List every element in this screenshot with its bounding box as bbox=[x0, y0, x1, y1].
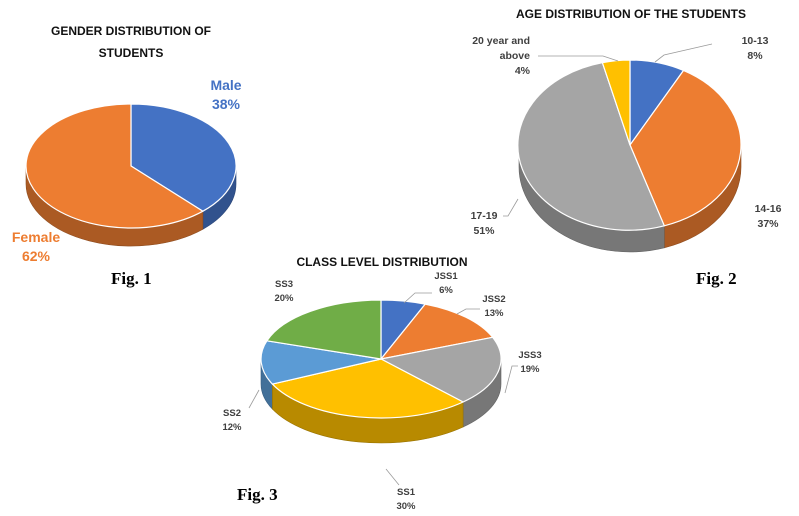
data-label-ss1: SS1 30% bbox=[396, 487, 416, 512]
leader-line-jss3 bbox=[504, 365, 518, 394]
chart-title-line: STUDENTS bbox=[99, 46, 164, 60]
leader-line-17-19 bbox=[503, 198, 519, 217]
fig-3-caption: Fig. 3 bbox=[237, 485, 278, 504]
data-label-jss2: JSS2 13% bbox=[482, 294, 505, 319]
data-label-male: Male 38% bbox=[210, 77, 241, 112]
pie-slice-jss2 bbox=[380, 303, 494, 360]
data-label-ss3: SS3 20% bbox=[274, 279, 294, 304]
data-label-ss2: SS2 12% bbox=[222, 408, 242, 433]
data-label-17-19: 17-19 51% bbox=[471, 210, 498, 237]
leader-line-ss2 bbox=[248, 389, 260, 409]
pie-slice-female bbox=[25, 103, 204, 229]
fig-2-caption: Fig. 2 bbox=[696, 269, 737, 288]
data-label-jss1: JSS1 6% bbox=[434, 271, 458, 296]
age-pie-chart: AGE DISTRIBUTION OF THE STUDENTS 10-13 8% 1… bbox=[471, 7, 782, 253]
pie-slice-ss3 bbox=[266, 299, 382, 360]
data-label-14-16: 14-16 37% bbox=[755, 203, 782, 230]
pie-slice-17-19 bbox=[517, 62, 665, 231]
data-label-20-year-and-above: 20 year and above 4% bbox=[472, 35, 530, 77]
pie-slice-14-16 bbox=[629, 69, 742, 227]
leader-line-ss1 bbox=[385, 468, 400, 486]
data-label-jss3: JSS3 19% bbox=[518, 350, 541, 375]
pie-slice-ss1 bbox=[271, 358, 464, 419]
leader-line-20-year-and-above bbox=[538, 55, 619, 62]
fig-1-caption: Fig. 1 bbox=[111, 269, 152, 288]
chart-title-line: CLASS LEVEL DISTRIBUTION bbox=[296, 255, 467, 269]
data-label-female: Female 62% bbox=[12, 229, 60, 264]
class-level-pie-chart: CLASS LEVEL DISTRIBUTION JSS1 6% JSS2 13% JSS… bbox=[222, 255, 541, 512]
pie-slice-male bbox=[130, 103, 237, 212]
chart-title-line: GENDER DISTRIBUTION OF bbox=[51, 24, 211, 38]
leader-line-jss2 bbox=[456, 308, 480, 315]
pie-slice-jss3 bbox=[380, 336, 502, 403]
leader-line-10-13 bbox=[654, 43, 713, 63]
gender-pie-chart: GENDER DISTRIBUTION OF STUDENTS Male 38% Fem… bbox=[12, 24, 242, 264]
pie-slice-ss2 bbox=[260, 340, 382, 385]
chart-title-line: AGE DISTRIBUTION OF THE STUDENTS bbox=[516, 7, 746, 21]
leader-line-jss1 bbox=[403, 292, 432, 304]
data-label-10-13: 10-13 8% bbox=[742, 35, 769, 62]
